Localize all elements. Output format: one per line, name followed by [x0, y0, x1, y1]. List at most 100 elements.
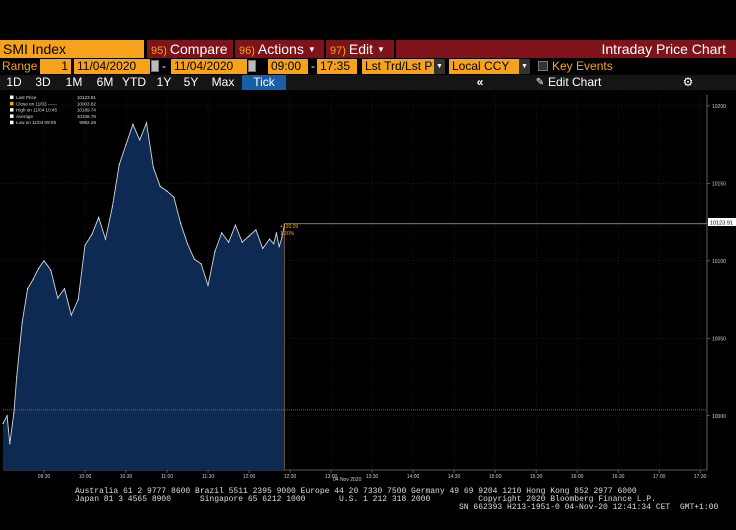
y-tick-label: 10200 — [712, 104, 726, 110]
edit-chart-button[interactable]: Edit Chart — [548, 75, 602, 89]
tab-max[interactable]: Max — [211, 75, 235, 89]
price-point — [9, 443, 11, 445]
actions-button[interactable]: 96) Actions ▼ — [235, 40, 324, 58]
compare-button[interactable]: 95) Compare — [147, 40, 233, 58]
x-tick-label: 17:30 — [694, 474, 707, 480]
time-separator: - — [311, 59, 315, 73]
price-point — [27, 288, 29, 290]
calendar-icon[interactable] — [248, 60, 256, 72]
price-point — [13, 412, 15, 414]
legend-value: 9982.26 — [79, 120, 96, 125]
actions-dropdown-icon: ▼ — [307, 45, 316, 55]
price-point — [21, 322, 23, 324]
price-point — [32, 278, 34, 280]
x-tick-label: 14:00 — [407, 474, 420, 480]
tab-1m[interactable]: 1M — [65, 75, 83, 89]
gear-icon[interactable]: ⚙ — [682, 75, 694, 89]
price-point — [173, 196, 175, 198]
price-point — [84, 244, 86, 246]
legend-value: 10123.91 — [77, 95, 97, 100]
compare-number: 95) — [151, 45, 167, 57]
tab-ytd[interactable]: YTD — [122, 75, 146, 89]
price-point — [221, 232, 223, 234]
price-point — [186, 243, 189, 245]
price-field-select[interactable]: Lst Trd/Lst P — [362, 59, 444, 74]
range-value-field[interactable]: 1 — [40, 59, 71, 74]
reference-lines — [3, 223, 707, 470]
price-point — [159, 185, 161, 187]
x-tick-label: 12:30 — [284, 474, 297, 480]
price-point — [278, 246, 280, 248]
change-tag: +120.09 — [280, 224, 298, 230]
price-point — [193, 258, 195, 260]
price-point — [255, 229, 257, 231]
key-events-checkbox[interactable] — [538, 61, 548, 71]
price-point — [91, 233, 93, 236]
price-point — [234, 224, 236, 226]
period-tabs-bar — [0, 75, 736, 90]
legend-label: Average — [16, 114, 33, 119]
edit-button[interactable]: 97) Edit ▼ — [326, 40, 394, 58]
x-tick-label: 15:00 — [489, 474, 502, 480]
date-separator: - — [162, 59, 166, 73]
x-tick-label: 09:30 — [38, 474, 51, 480]
x-tick-label: 17:00 — [653, 474, 666, 480]
price-point — [57, 297, 59, 299]
price-area-fill — [3, 122, 285, 471]
last-price-label: 10123.91 — [710, 221, 733, 227]
start-date-field[interactable]: 11/04/2020 — [74, 59, 150, 74]
x-tick-label: 16:30 — [612, 474, 625, 480]
tab-6m[interactable]: 6M — [96, 75, 114, 89]
price-point — [43, 260, 45, 262]
price-field-dropdown-icon[interactable]: ▼ — [434, 59, 445, 74]
x-tick-label: 15:30 — [530, 474, 543, 480]
edit-label: Edit — [348, 41, 374, 57]
x-tick-label: 10:00 — [79, 474, 92, 480]
y-tick-label: 10150 — [712, 181, 726, 187]
legend-value: 10106.78 — [77, 114, 97, 119]
price-point — [248, 235, 250, 237]
tab-tick[interactable]: Tick — [242, 75, 286, 90]
price-point — [37, 268, 40, 270]
footer: Australia 61 2 9777 8600 Brazil 5511 239… — [0, 487, 736, 530]
y-axis: 10000 10050 10100 10150 10200 — [707, 104, 726, 420]
currency-dropdown-icon[interactable]: ▼ — [519, 59, 530, 74]
calendar-icon[interactable] — [151, 60, 159, 72]
double-chevron-left-icon[interactable]: « — [476, 75, 484, 89]
security-field[interactable]: SMI Index — [0, 40, 144, 58]
tab-3d[interactable]: 3D — [35, 75, 51, 89]
price-point — [228, 241, 230, 243]
tab-1y[interactable]: 1Y — [156, 75, 172, 89]
price-point — [152, 167, 154, 169]
x-axis: 09:30 10:00 10:30 11:00 11:30 12:00 12:30 13:00… — [38, 470, 707, 480]
end-date-field[interactable]: 11/04/2020 — [171, 59, 247, 74]
price-point — [118, 164, 120, 166]
footer-contacts-2: Japan 81 3 4565 8900 Singapore 65 6212 1… — [75, 495, 656, 504]
currency-select[interactable]: Local CCY — [449, 59, 529, 74]
price-point — [166, 190, 168, 192]
end-time-field[interactable]: 17:35 — [317, 59, 357, 74]
price-point — [70, 314, 72, 316]
x-tick-label: 14:30 — [448, 474, 461, 480]
tab-1d[interactable]: 1D — [6, 75, 22, 89]
price-point — [262, 247, 264, 249]
y-tick-label: 10100 — [712, 259, 726, 265]
price-point — [273, 243, 275, 245]
price-point — [125, 144, 127, 146]
price-point — [98, 216, 100, 218]
price-area — [2, 121, 286, 471]
tab-5y[interactable]: 5Y — [183, 75, 199, 89]
price-point — [104, 238, 107, 240]
x-tick-label: 12:00 — [243, 474, 256, 480]
actions-label: Actions — [257, 41, 304, 57]
legend-value: 10189.74 — [77, 108, 97, 113]
price-point — [111, 206, 113, 208]
legend-label: Close on 11/03 ------ — [16, 101, 57, 106]
y-tick-label: 10050 — [712, 336, 726, 342]
start-time-field[interactable]: 09:00 — [268, 59, 308, 74]
x-tick-label: 11:30 — [202, 474, 214, 480]
edit-chart-icon[interactable]: ✎ — [535, 77, 545, 88]
price-point — [180, 223, 182, 225]
actions-number: 96) — [239, 45, 255, 57]
price-point — [63, 288, 66, 290]
